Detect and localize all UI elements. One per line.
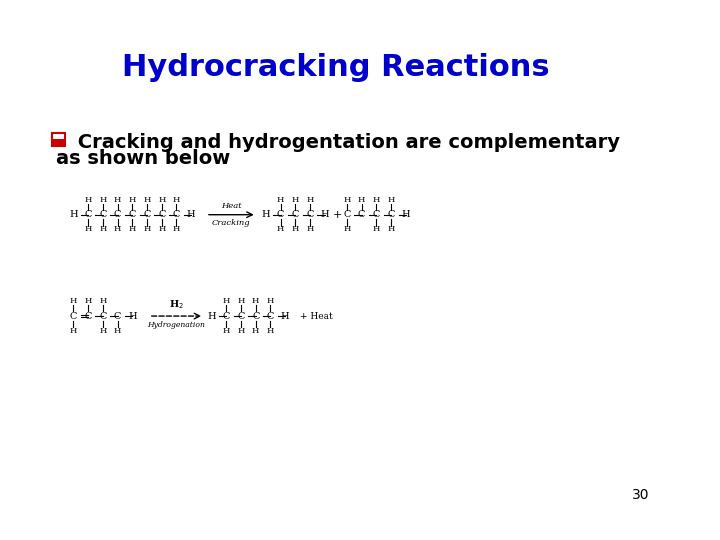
Text: H: H xyxy=(129,196,136,204)
Text: Heat: Heat xyxy=(221,202,242,211)
Text: H: H xyxy=(99,327,107,335)
Text: H: H xyxy=(99,298,107,305)
Text: H: H xyxy=(387,196,395,204)
Text: H: H xyxy=(267,327,274,335)
Text: C: C xyxy=(84,210,91,219)
Text: C: C xyxy=(292,210,299,219)
Text: C: C xyxy=(307,210,314,219)
Text: H: H xyxy=(373,196,380,204)
Text: H: H xyxy=(238,327,245,335)
Text: H: H xyxy=(387,226,395,233)
Text: C: C xyxy=(387,210,395,219)
Text: 30: 30 xyxy=(631,488,649,502)
Text: C: C xyxy=(238,312,245,321)
Text: Hydrogenation: Hydrogenation xyxy=(148,321,205,329)
Text: C: C xyxy=(252,312,259,321)
Text: C: C xyxy=(373,210,380,219)
Text: H: H xyxy=(158,196,166,204)
Text: C: C xyxy=(70,312,77,321)
Text: C: C xyxy=(358,210,365,219)
Text: C: C xyxy=(277,210,284,219)
Text: C: C xyxy=(267,312,274,321)
Text: Cracking and hydrogentation are complementary: Cracking and hydrogentation are compleme… xyxy=(71,133,619,152)
Text: H: H xyxy=(84,226,91,233)
Text: H: H xyxy=(402,210,410,219)
Text: +: + xyxy=(333,210,343,220)
Text: H: H xyxy=(343,226,351,233)
Text: H: H xyxy=(222,298,230,305)
Text: H: H xyxy=(114,196,121,204)
Text: H: H xyxy=(187,210,196,219)
Text: H: H xyxy=(84,298,91,305)
Text: H: H xyxy=(320,210,329,219)
Text: H: H xyxy=(277,226,284,233)
Text: C: C xyxy=(173,210,180,219)
Text: C: C xyxy=(143,210,150,219)
Text: H: H xyxy=(292,196,299,204)
Text: H: H xyxy=(281,312,289,321)
Text: H$_2$: H$_2$ xyxy=(169,299,184,312)
Text: H: H xyxy=(173,226,180,233)
Text: H: H xyxy=(277,196,284,204)
Text: H: H xyxy=(252,298,259,305)
Text: C: C xyxy=(99,210,107,219)
Text: H: H xyxy=(114,226,121,233)
Text: H: H xyxy=(99,226,107,233)
Text: C: C xyxy=(84,312,91,321)
Text: H: H xyxy=(69,210,78,219)
Text: H: H xyxy=(358,196,365,204)
Bar xyxy=(52,133,65,146)
Text: H: H xyxy=(143,226,150,233)
Text: C: C xyxy=(114,312,121,321)
Text: H: H xyxy=(143,196,150,204)
Text: H: H xyxy=(207,312,216,321)
Text: H: H xyxy=(307,226,314,233)
Text: Hydrocracking Reactions: Hydrocracking Reactions xyxy=(122,53,549,83)
Text: H: H xyxy=(238,298,245,305)
Text: C: C xyxy=(129,210,136,219)
Text: C: C xyxy=(222,312,230,321)
Text: C: C xyxy=(343,210,351,219)
Text: C: C xyxy=(158,210,166,219)
Text: H: H xyxy=(158,226,166,233)
Text: H: H xyxy=(307,196,314,204)
Text: C: C xyxy=(99,312,107,321)
Bar xyxy=(53,139,64,145)
Text: H: H xyxy=(70,298,77,305)
Text: H: H xyxy=(343,196,351,204)
Text: H: H xyxy=(129,226,136,233)
Text: C: C xyxy=(114,210,121,219)
Text: H: H xyxy=(173,196,180,204)
Text: H: H xyxy=(252,327,259,335)
Text: H: H xyxy=(292,226,299,233)
Text: Cracking: Cracking xyxy=(212,219,251,227)
Text: H: H xyxy=(84,196,91,204)
Text: H: H xyxy=(128,312,137,321)
Text: H: H xyxy=(70,327,77,335)
Text: H: H xyxy=(373,226,380,233)
Text: as shown below: as shown below xyxy=(55,149,230,168)
Text: H: H xyxy=(114,327,121,335)
Text: H: H xyxy=(99,196,107,204)
Text: + Heat: + Heat xyxy=(300,312,333,321)
Text: H: H xyxy=(267,298,274,305)
Text: H: H xyxy=(261,210,270,219)
Text: H: H xyxy=(222,327,230,335)
